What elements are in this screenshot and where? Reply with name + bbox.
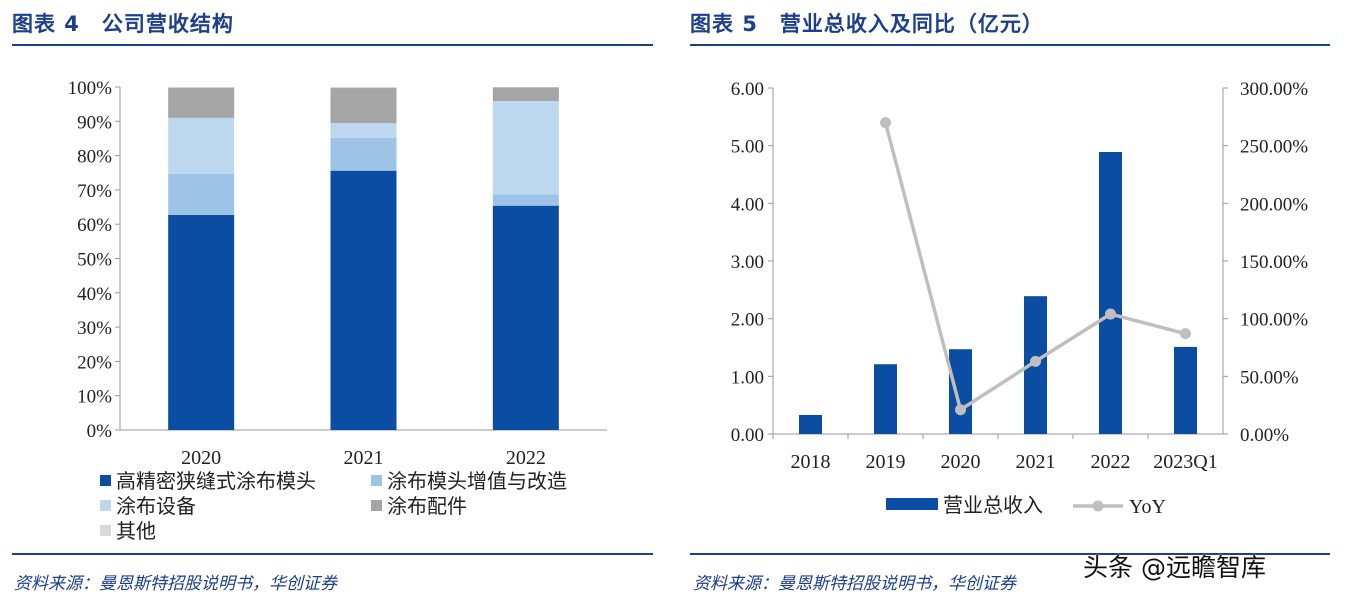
bar-segment-2021-s3	[330, 123, 397, 138]
y-tick-label: 60%	[77, 215, 112, 236]
x-tick-label: 2018	[791, 451, 831, 473]
right-chart-title: 图表 5 营业总收入及同比（亿元）	[690, 12, 1044, 36]
y-tick-label: 10%	[77, 387, 112, 408]
yoy-point-2020	[955, 404, 966, 416]
x-tick-label: 2022	[1091, 451, 1131, 473]
bar-segment-2022-s4	[492, 87, 559, 102]
left-y-tick-label: 1.00	[731, 367, 764, 388]
right-source-rule	[690, 553, 1330, 555]
left-y-tick-label: 4.00	[731, 194, 764, 215]
bar-segment-2020-s2	[168, 173, 235, 215]
right-y-tick-label: 150.00%	[1240, 252, 1308, 273]
yoy-point-2023Q1	[1180, 328, 1191, 340]
left-y-tick-label: 6.00	[731, 79, 764, 100]
left-source-note: 资料来源：曼恩斯特招股说明书，华创证券	[14, 574, 337, 594]
legend-swatch	[100, 525, 111, 536]
legend-label: 涂布设备	[116, 494, 196, 518]
x-tick-label: 2020	[181, 447, 221, 469]
left-y-tick-label: 5.00	[731, 137, 764, 158]
x-tick-label: 2020	[941, 451, 981, 473]
bar-segment-2022-s3	[492, 101, 559, 195]
y-tick-label: 20%	[77, 352, 112, 373]
right-title-rule	[690, 44, 1330, 46]
yoy-point-2022	[1105, 308, 1116, 320]
bar-segment-2021-s5	[330, 87, 397, 89]
y-tick-label: 0%	[87, 421, 113, 442]
bar-segment-2021-s2	[330, 137, 397, 171]
left-y-tick-label: 0.00	[731, 425, 764, 446]
legend-label: 涂布配件	[387, 494, 467, 518]
right-y-tick-label: 100.00%	[1240, 310, 1308, 331]
legend-label: 涂布模头增值与改造	[387, 469, 567, 493]
x-tick-label: 2021	[1016, 451, 1056, 473]
bar-segment-2021-s1	[330, 170, 397, 430]
right-y-tick-label: 250.00%	[1240, 137, 1308, 158]
legend-swatch	[371, 500, 382, 511]
y-tick-label: 100%	[68, 78, 113, 99]
left-source-rule	[12, 553, 653, 555]
bar-segment-2020-s3	[168, 117, 235, 174]
y-tick-label: 70%	[77, 181, 112, 202]
left-y-tick-label: 3.00	[731, 252, 764, 273]
bar-segment-2020-s5	[168, 87, 235, 88]
legend-label: 其他	[116, 519, 156, 543]
left-title-rule	[12, 44, 653, 46]
y-tick-label: 40%	[77, 284, 112, 305]
revenue-bar-2023Q1	[1174, 346, 1197, 434]
bar-segment-2022-s1	[492, 205, 559, 430]
right-y-tick-label: 300.00%	[1240, 79, 1308, 100]
legend-swatch	[100, 500, 111, 511]
bar-segment-2020-s4	[168, 87, 235, 118]
bar-segment-2020-s1	[168, 214, 235, 430]
total-revenue-chart: 0.00 1.00 2.00 3.00 4.00 5.00 6.00 0.00% 50.00% 1…	[731, 79, 1309, 518]
legend-swatch-revenue	[886, 498, 938, 510]
right-y-tick-label: 0.00%	[1240, 425, 1289, 446]
y-tick-label: 90%	[77, 112, 112, 133]
y-tick-label: 50%	[77, 250, 112, 271]
revenue-bar-2018	[799, 414, 822, 434]
right-source-note: 资料来源：曼恩斯特招股说明书，华创证券	[693, 574, 1016, 594]
right-y-tick-label: 50.00%	[1240, 367, 1299, 388]
revenue-structure-chart: 0% 10% 20% 30% 40% 50% 60% 70% 80% 90% 100% 2020 202…	[68, 78, 607, 543]
revenue-bar-2022	[1099, 152, 1122, 434]
x-tick-label: 2019	[866, 451, 906, 473]
legend-label-revenue: 营业总收入	[943, 493, 1043, 517]
bar-segment-2022-s2	[492, 194, 559, 206]
left-y-tick-label: 2.00	[731, 310, 764, 331]
yoy-point-2019	[880, 117, 891, 129]
legend-swatch	[100, 475, 111, 486]
yoy-point-2021	[1030, 355, 1041, 367]
y-tick-label: 80%	[77, 147, 112, 168]
legend-swatch	[371, 475, 382, 486]
legend-marker-yoy	[1092, 500, 1104, 512]
legend-label-yoy: YoY	[1129, 496, 1166, 518]
bar-segment-2021-s4	[330, 88, 397, 124]
y-tick-label: 30%	[77, 318, 112, 339]
left-chart-title: 图表 4 公司营收结构	[12, 12, 234, 36]
x-tick-label: 2021	[344, 447, 384, 469]
x-tick-label: 2023Q1	[1153, 451, 1217, 473]
revenue-bar-2019	[874, 364, 897, 434]
revenue-bar-2020	[949, 349, 972, 434]
x-tick-label: 2022	[506, 447, 546, 469]
legend-label: 高精密狭缝式涂布模头	[116, 469, 316, 493]
watermark-text: 头条 @远瞻智库	[1083, 553, 1266, 582]
right-y-tick-label: 200.00%	[1240, 194, 1308, 215]
